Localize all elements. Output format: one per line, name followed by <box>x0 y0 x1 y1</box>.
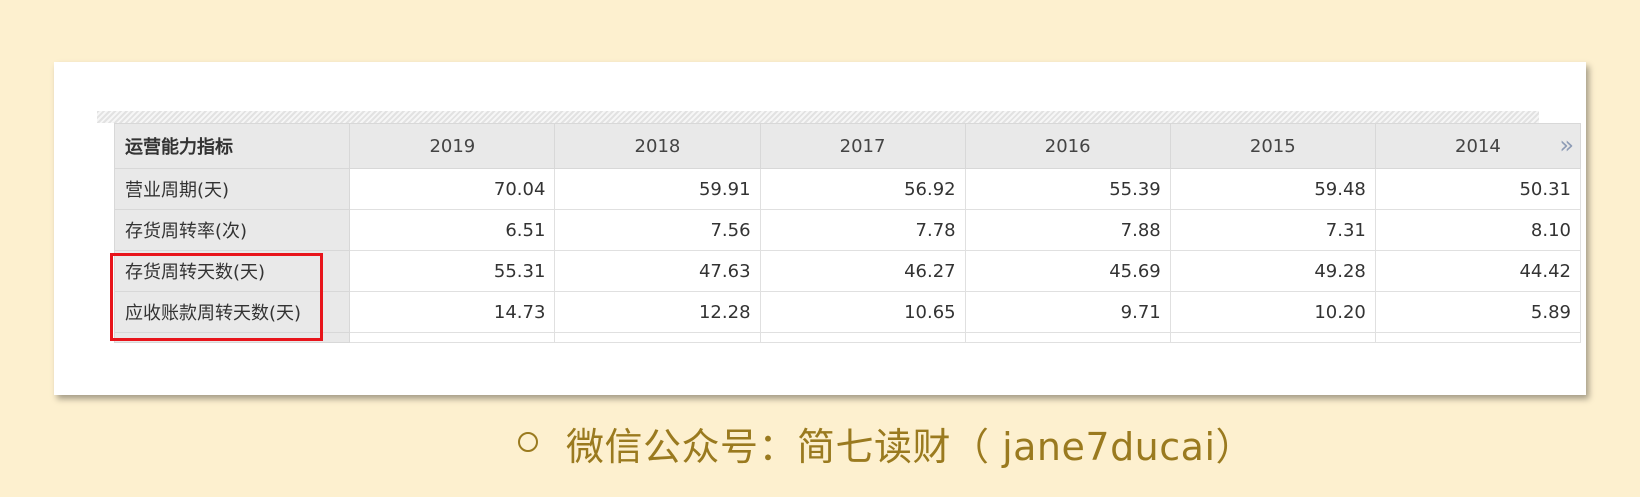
table-row: 存货周转天数(天) 55.31 47.63 46.27 45.69 49.28 … <box>113 250 1582 292</box>
table-cell: 10.20 <box>1169 291 1376 333</box>
table-cell: 7.88 <box>964 209 1171 251</box>
year-header-2016: 2016 <box>964 123 1171 169</box>
row-label: 存货周转天数(天) <box>113 250 351 292</box>
caption: 微信公众号：简七读财（ jane7ducai） <box>518 416 1254 471</box>
table-cell: 45.69 <box>964 250 1171 292</box>
year-header-2019: 2019 <box>349 123 556 169</box>
row-label: 应收账款周转天数(天) <box>113 291 351 333</box>
table-row: 营业周期(天) 70.04 59.91 56.92 55.39 59.48 50… <box>113 168 1582 210</box>
table-cell: 7.31 <box>1169 209 1376 251</box>
row-label-empty <box>113 332 351 343</box>
table-cell-empty <box>759 332 966 343</box>
table-cell-empty <box>1374 332 1582 343</box>
table-cell: 55.31 <box>349 250 556 292</box>
year-header-2014-label: 2014 <box>1455 135 1501 157</box>
circle-bullet-icon <box>518 432 538 452</box>
table-cell: 55.39 <box>964 168 1171 210</box>
year-header-2015: 2015 <box>1169 123 1376 169</box>
table-cell: 7.56 <box>554 209 761 251</box>
table-cell-empty <box>349 332 556 343</box>
year-header-2018: 2018 <box>554 123 761 169</box>
table-cell: 14.73 <box>349 291 556 333</box>
table-cell: 50.31 <box>1374 168 1582 210</box>
table-row-cutoff <box>113 332 1582 343</box>
table-header-label: 运营能力指标 <box>113 123 351 169</box>
table-cell: 6.51 <box>349 209 556 251</box>
table-cell: 10.65 <box>759 291 966 333</box>
table-cell-empty <box>964 332 1171 343</box>
table-cell: 5.89 <box>1374 291 1582 333</box>
table-cell: 46.27 <box>759 250 966 292</box>
double-chevron-right-icon[interactable]: » <box>1559 131 1574 159</box>
table-cell-empty <box>554 332 761 343</box>
table-cell: 47.63 <box>554 250 761 292</box>
table-cell: 49.28 <box>1169 250 1376 292</box>
table-cell-empty <box>1169 332 1376 343</box>
table-row: 应收账款周转天数(天) 14.73 12.28 10.65 9.71 10.20… <box>113 291 1582 333</box>
row-label: 存货周转率(次) <box>113 209 351 251</box>
table-cell: 59.91 <box>554 168 761 210</box>
table-cell: 44.42 <box>1374 250 1582 292</box>
year-header-2017: 2017 <box>759 123 966 169</box>
operating-capability-table: 运营能力指标 2019 2018 2017 2016 2015 2014 » 营… <box>113 123 1582 343</box>
screenshot-card: 运营能力指标 2019 2018 2017 2016 2015 2014 » 营… <box>54 62 1586 395</box>
table-cell: 70.04 <box>349 168 556 210</box>
table-cell: 8.10 <box>1374 209 1582 251</box>
table-cell: 12.28 <box>554 291 761 333</box>
table-row: 存货周转率(次) 6.51 7.56 7.78 7.88 7.31 8.10 <box>113 209 1582 251</box>
row-label: 营业周期(天) <box>113 168 351 210</box>
year-header-2014: 2014 » <box>1374 123 1582 169</box>
table-cell: 56.92 <box>759 168 966 210</box>
table-header-row: 运营能力指标 2019 2018 2017 2016 2015 2014 » <box>113 123 1582 169</box>
table-cell: 9.71 <box>964 291 1171 333</box>
table-cell: 7.78 <box>759 209 966 251</box>
caption-text: 微信公众号：简七读财（ jane7ducai） <box>566 425 1255 469</box>
table-cell: 59.48 <box>1169 168 1376 210</box>
table-top-border <box>97 111 1539 123</box>
